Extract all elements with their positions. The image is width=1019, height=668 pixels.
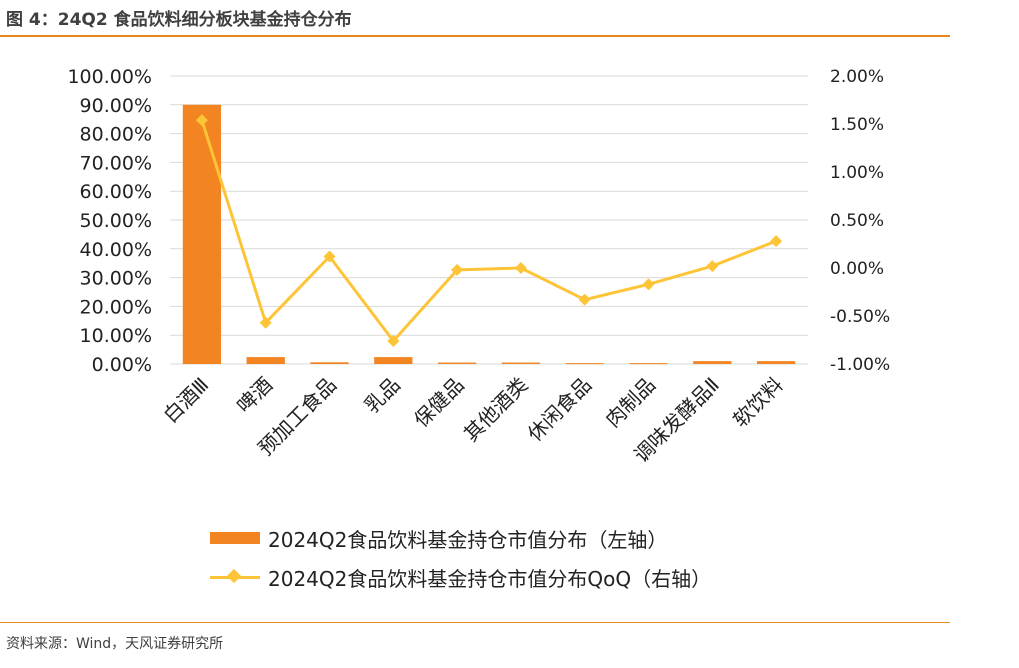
qoq-marker (451, 263, 464, 276)
bar (565, 363, 604, 365)
category-label: 其他酒类 (459, 373, 533, 447)
category-label: 休闲食品 (523, 373, 597, 447)
category-label: 乳品 (360, 373, 405, 418)
qoq-line (200, 119, 777, 343)
bar-series (182, 104, 796, 365)
bar (374, 357, 413, 364)
bar (182, 104, 222, 365)
category-label: 保健品 (409, 373, 468, 432)
bar (756, 361, 796, 364)
left-axis-tick-label: 10.00% (80, 325, 152, 347)
left-axis-tick-label: 70.00% (80, 152, 152, 174)
bar (437, 362, 477, 364)
legend-item-bar: 2024Q2食品饮料基金持仓市值分布（左轴） (210, 524, 667, 552)
qoq-marker (642, 278, 655, 291)
legend-bar-label: 2024Q2食品饮料基金持仓市值分布（左轴） (268, 527, 668, 552)
right-axis-tick-label: 1.50% (830, 115, 884, 135)
line-series (195, 114, 783, 347)
category-label: 啤酒 (232, 373, 277, 418)
source-note: 资料来源：Wind，天风证券研究所 (6, 636, 224, 652)
qoq-marker (323, 250, 336, 263)
category-label: 肉制品 (601, 373, 660, 432)
right-axis-tick-label: -1.00% (830, 355, 890, 375)
footer-divider (0, 622, 950, 623)
left-axis-tick-label: 0.00% (92, 354, 152, 376)
right-axis-tick-label: 0.50% (830, 211, 884, 231)
legend-line-swatch (210, 568, 260, 584)
qoq-marker (706, 260, 719, 273)
figure-title: 图 4：24Q2 食品饮料细分板块基金持仓分布 (6, 10, 352, 30)
right-axis-tick-label: -0.50% (830, 307, 890, 327)
bar (246, 357, 285, 364)
category-label: 白酒Ⅲ (158, 373, 213, 428)
right-axis-tick-label: 2.00% (830, 67, 884, 87)
title-divider (0, 35, 950, 37)
qoq-marker (195, 114, 208, 127)
left-axis-ticks: 100.00% 90.00% 80.00% 70.00% 60.00% 50.00% 40.… (67, 66, 152, 376)
bar (310, 362, 349, 364)
legend-line-label: 2024Q2食品饮料基金持仓市值分布QoQ（右轴） (268, 566, 712, 591)
legend-item-line: 2024Q2食品饮料基金持仓市值分布QoQ（右轴） (210, 563, 711, 591)
left-axis-tick-label: 50.00% (80, 210, 152, 232)
qoq-marker (578, 293, 591, 306)
legend-bar-swatch (210, 532, 260, 544)
bar (629, 363, 668, 365)
right-axis-tick-label: 0.00% (830, 259, 884, 279)
qoq-marker (514, 262, 527, 274)
bar (693, 361, 732, 364)
category-label: 软饮料 (728, 373, 787, 432)
left-axis-tick-label: 60.00% (80, 181, 152, 203)
chart: 100.00% 90.00% 80.00% 70.00% 60.00% 50.00% 40.… (67, 66, 890, 468)
qoq-marker (387, 334, 400, 347)
left-axis-tick-label: 90.00% (80, 95, 152, 117)
left-axis-tick-label: 20.00% (80, 296, 152, 318)
right-axis-ticks: 2.00% 1.50% 1.00% 0.50% 0.00% -0.50% -1.00% (830, 67, 890, 375)
left-axis-tick-label: 40.00% (80, 239, 152, 261)
left-axis-tick-label: 80.00% (80, 124, 152, 146)
qoq-marker (259, 316, 272, 329)
right-axis-tick-label: 1.00% (830, 163, 884, 183)
bar (501, 362, 541, 364)
left-axis-tick-label: 100.00% (67, 66, 152, 88)
qoq-marker (770, 235, 783, 248)
left-axis-tick-label: 30.00% (80, 268, 152, 290)
